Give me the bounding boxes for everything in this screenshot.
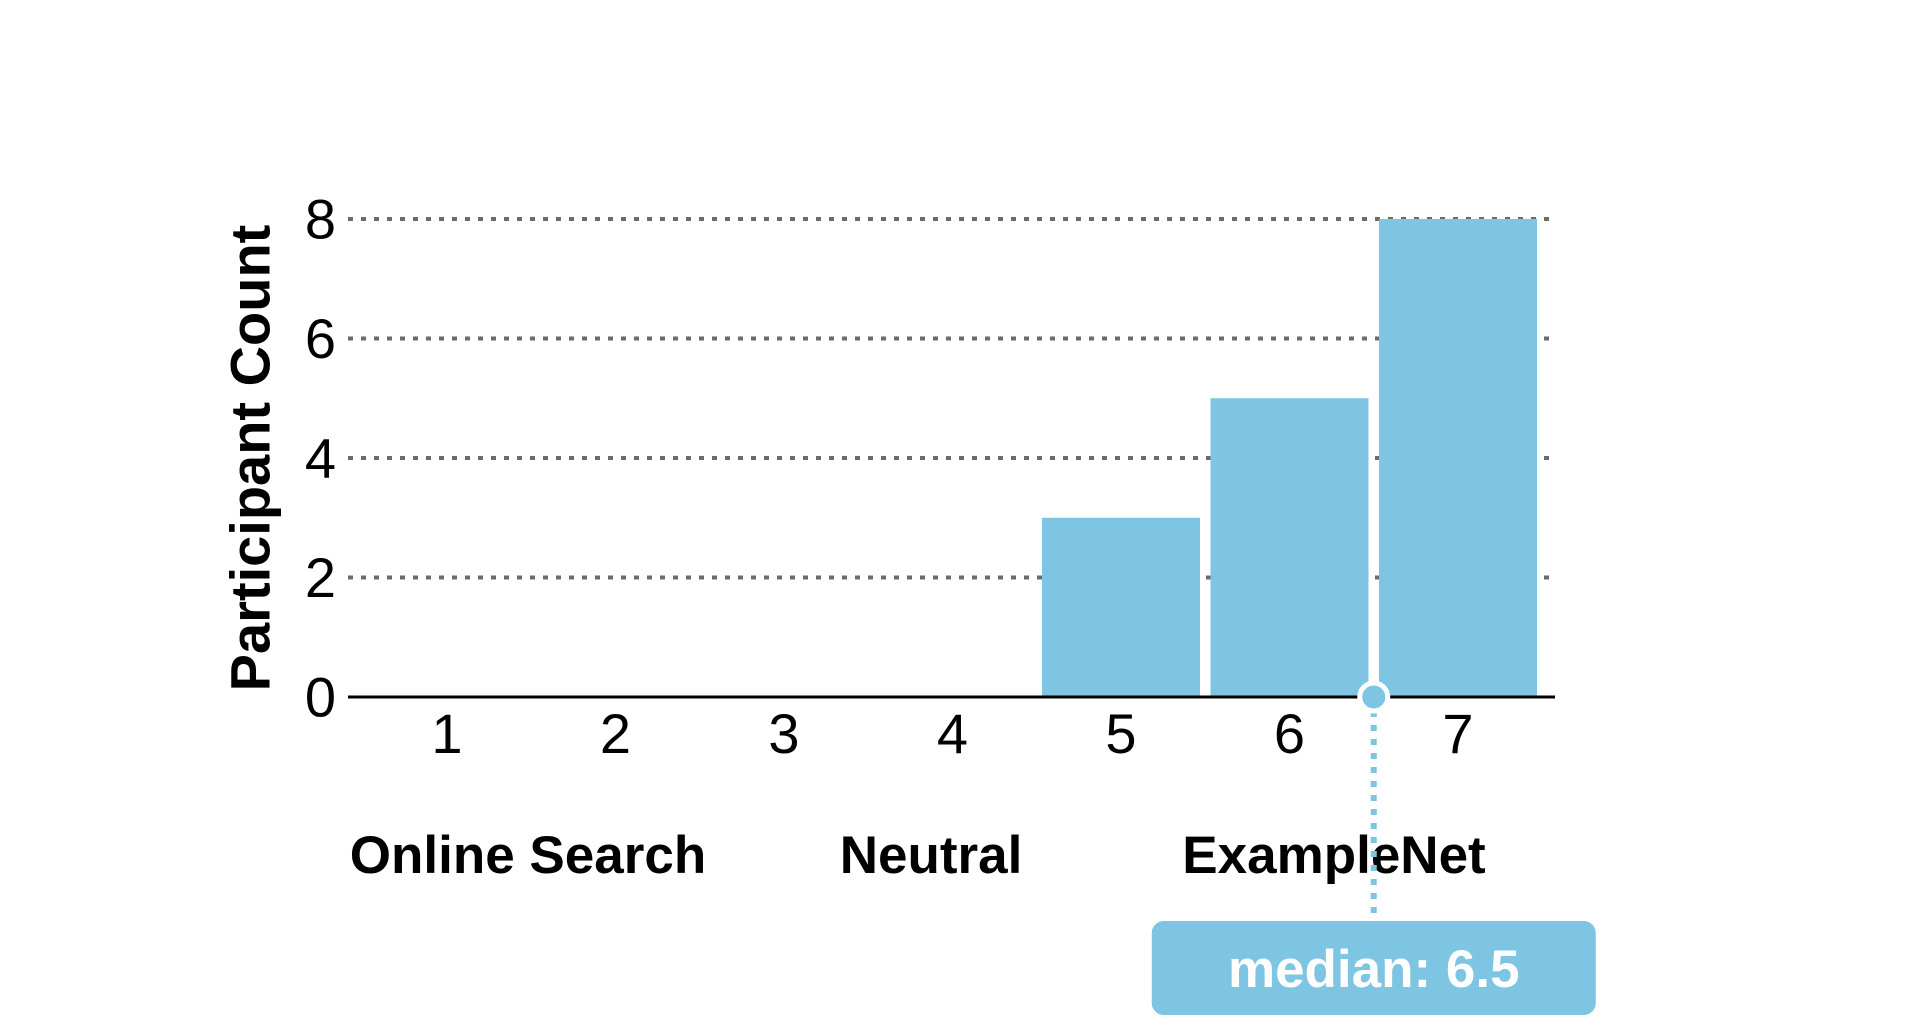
median-label-box xyxy=(1151,921,1596,1015)
x-tick-labels: 1 2 3 4 5 6 7 xyxy=(431,702,1473,765)
y-tick-label: 2 xyxy=(305,546,336,609)
y-tick-label: 8 xyxy=(305,188,336,251)
bar xyxy=(1210,398,1369,697)
median-label: median: 6.5 xyxy=(1228,940,1520,999)
x-tick-label: 1 xyxy=(431,702,462,765)
median-marker xyxy=(1357,680,1391,714)
y-axis-title: Participant Count xyxy=(219,225,282,692)
y-tick-label: 0 xyxy=(305,666,336,729)
scale-label-middle: Neutral xyxy=(840,826,1023,885)
bars xyxy=(1042,219,1537,697)
scale-label-right: ExampleNet xyxy=(1182,826,1485,885)
y-tick-label: 6 xyxy=(305,307,336,370)
x-tick-label: 2 xyxy=(600,702,631,765)
scale-label-left: Online Search xyxy=(350,826,706,885)
x-tick-label: 7 xyxy=(1442,702,1473,765)
gridlines xyxy=(348,217,1555,580)
bar xyxy=(1379,219,1537,697)
x-tick-label: 5 xyxy=(1105,702,1136,765)
x-tick-label: 4 xyxy=(937,702,968,765)
y-tick-label: 4 xyxy=(305,427,336,490)
median-annotation: median: 6.5 xyxy=(1151,680,1596,1015)
x-tick-label: 3 xyxy=(768,702,799,765)
x-tick-label: 6 xyxy=(1274,702,1305,765)
bar xyxy=(1042,517,1200,697)
y-tick-labels: 0 2 4 6 8 xyxy=(305,188,336,729)
